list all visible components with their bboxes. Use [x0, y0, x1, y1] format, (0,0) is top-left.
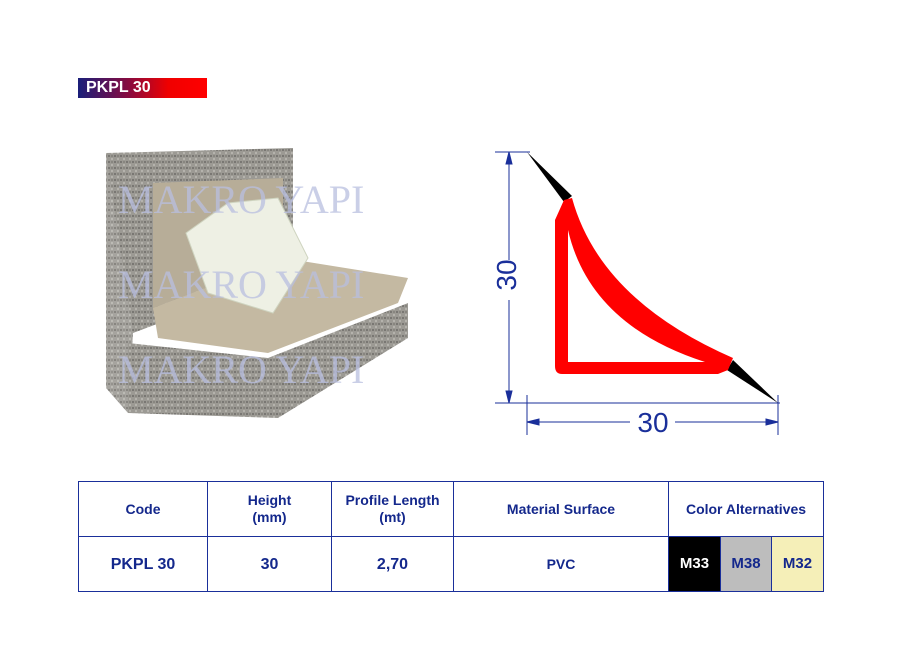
color-swatch-m32: M32 — [771, 537, 823, 591]
watermark-text: MAKRO YAPI — [118, 177, 364, 222]
arrow-icon — [505, 151, 513, 165]
cell-surface: PVC — [453, 536, 669, 592]
watermark-text: MAKRO YAPI — [118, 262, 364, 307]
height-dimension-label: 30 — [491, 259, 522, 290]
header-length-label: Profile Length — [345, 492, 440, 508]
width-dimension-label: 30 — [637, 407, 668, 438]
cell-length: 2,70 — [331, 536, 454, 592]
color-swatch-m33: M33 — [669, 537, 720, 591]
table-header-row: Code Height (mm) Profile Length (mt) Mater… — [78, 481, 824, 537]
top-lip — [527, 152, 572, 202]
installation-illustration: MAKRO YAPI MAKRO YAPI MAKRO YAPI — [106, 148, 408, 418]
arrow-icon — [505, 390, 513, 404]
table-row: PKPL 30 30 2,70 PVC M33 M38 M32 — [78, 536, 824, 592]
header-height-unit: (mm) — [252, 509, 287, 525]
bottom-lip — [727, 360, 778, 403]
header-height: Height (mm) — [207, 481, 332, 537]
arrow-icon — [526, 418, 540, 426]
header-height-label: Height — [247, 492, 292, 508]
header-surface: Material Surface — [453, 481, 669, 537]
cell-colors: M33 M38 M32 — [668, 536, 824, 592]
cell-code: PKPL 30 — [78, 536, 208, 592]
color-swatch-m38: M38 — [720, 537, 771, 591]
header-length-unit: (mt) — [379, 509, 406, 525]
profile-shape — [555, 198, 733, 374]
watermark-text: MAKRO YAPI — [118, 347, 364, 392]
product-title: PKPL 30 — [78, 78, 207, 98]
header-colors: Color Alternatives — [668, 481, 824, 537]
specification-table: Code Height (mm) Profile Length (mt) Mater… — [78, 481, 824, 592]
profile-cross-section-diagram: 30 30 — [491, 151, 780, 438]
cell-height: 30 — [207, 536, 332, 592]
header-length: Profile Length (mt) — [331, 481, 454, 537]
header-code: Code — [78, 481, 208, 537]
arrow-icon — [765, 418, 779, 426]
